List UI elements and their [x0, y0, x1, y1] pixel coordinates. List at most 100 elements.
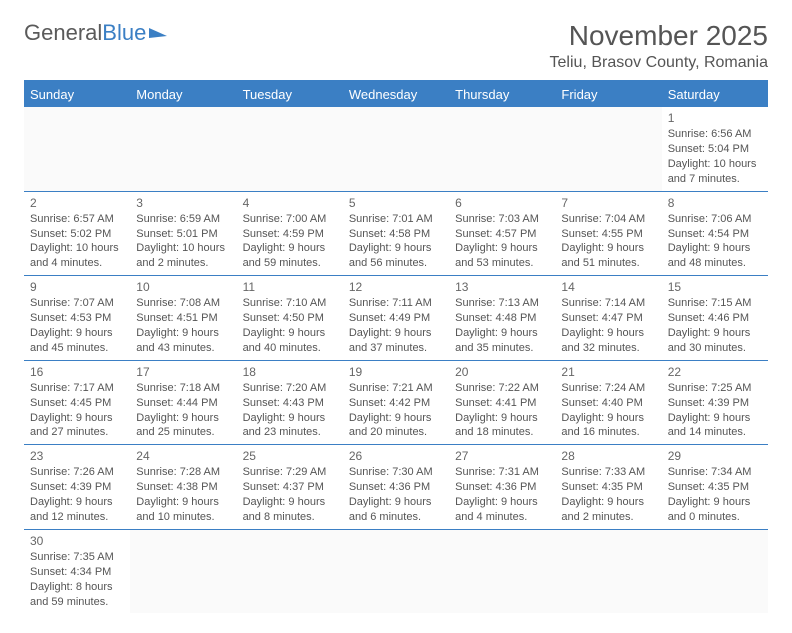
day-detail: Sunset: 4:49 PM: [349, 311, 443, 326]
day-detail: and 7 minutes.: [668, 172, 762, 187]
day-number: 10: [136, 279, 230, 295]
calendar-day-cell: [237, 529, 343, 613]
day-detail: and 45 minutes.: [30, 341, 124, 356]
day-detail: Daylight: 9 hours: [561, 326, 655, 341]
day-detail: Sunrise: 7:34 AM: [668, 465, 762, 480]
weekday-header: Wednesday: [343, 81, 449, 107]
calendar-day-cell: 27Sunrise: 7:31 AMSunset: 4:36 PMDayligh…: [449, 445, 555, 530]
day-number: 11: [243, 279, 337, 295]
day-detail: and 16 minutes.: [561, 425, 655, 440]
day-detail: and 8 minutes.: [243, 510, 337, 525]
day-number: 14: [561, 279, 655, 295]
calendar-day-cell: 9Sunrise: 7:07 AMSunset: 4:53 PMDaylight…: [24, 276, 130, 361]
calendar-day-cell: [449, 529, 555, 613]
day-detail: Sunset: 5:01 PM: [136, 227, 230, 242]
weekday-header: Tuesday: [237, 81, 343, 107]
day-detail: and 32 minutes.: [561, 341, 655, 356]
weekday-header-row: Sunday Monday Tuesday Wednesday Thursday…: [24, 81, 768, 107]
day-number: 26: [349, 448, 443, 464]
day-detail: and 51 minutes.: [561, 256, 655, 271]
day-detail: Daylight: 9 hours: [243, 241, 337, 256]
day-number: 1: [668, 110, 762, 126]
day-detail: Daylight: 9 hours: [349, 495, 443, 510]
weekday-header: Saturday: [662, 81, 768, 107]
day-detail: and 20 minutes.: [349, 425, 443, 440]
calendar-day-cell: [555, 107, 661, 191]
day-number: 23: [30, 448, 124, 464]
day-detail: Sunset: 4:47 PM: [561, 311, 655, 326]
day-number: 15: [668, 279, 762, 295]
calendar-week-row: 9Sunrise: 7:07 AMSunset: 4:53 PMDaylight…: [24, 276, 768, 361]
day-number: 21: [561, 364, 655, 380]
calendar-day-cell: [343, 529, 449, 613]
day-detail: Daylight: 9 hours: [561, 241, 655, 256]
day-detail: and 4 minutes.: [455, 510, 549, 525]
logo-text-2: Blue: [102, 20, 146, 46]
day-detail: Daylight: 9 hours: [243, 326, 337, 341]
day-detail: Sunset: 5:02 PM: [30, 227, 124, 242]
day-detail: Sunset: 4:44 PM: [136, 396, 230, 411]
day-detail: Sunrise: 7:08 AM: [136, 296, 230, 311]
day-detail: Sunrise: 7:30 AM: [349, 465, 443, 480]
day-detail: Sunset: 5:04 PM: [668, 142, 762, 157]
day-detail: Daylight: 9 hours: [349, 326, 443, 341]
day-detail: Sunset: 4:58 PM: [349, 227, 443, 242]
day-detail: Sunset: 4:37 PM: [243, 480, 337, 495]
day-detail: and 37 minutes.: [349, 341, 443, 356]
weekday-header: Friday: [555, 81, 661, 107]
calendar-day-cell: 11Sunrise: 7:10 AMSunset: 4:50 PMDayligh…: [237, 276, 343, 361]
day-number: 30: [30, 533, 124, 549]
day-detail: Daylight: 9 hours: [455, 241, 549, 256]
day-detail: Daylight: 9 hours: [668, 495, 762, 510]
title-block: November 2025 Teliu, Brasov County, Roma…: [550, 20, 768, 72]
weekday-header: Sunday: [24, 81, 130, 107]
day-detail: Sunset: 4:45 PM: [30, 396, 124, 411]
calendar-day-cell: 1Sunrise: 6:56 AMSunset: 5:04 PMDaylight…: [662, 107, 768, 191]
calendar-day-cell: 16Sunrise: 7:17 AMSunset: 4:45 PMDayligh…: [24, 360, 130, 445]
day-number: 28: [561, 448, 655, 464]
day-number: 27: [455, 448, 549, 464]
calendar-day-cell: 8Sunrise: 7:06 AMSunset: 4:54 PMDaylight…: [662, 191, 768, 276]
calendar-day-cell: 30Sunrise: 7:35 AMSunset: 4:34 PMDayligh…: [24, 529, 130, 613]
day-detail: Daylight: 9 hours: [561, 495, 655, 510]
day-detail: Daylight: 8 hours: [30, 580, 124, 595]
day-detail: Sunset: 4:53 PM: [30, 311, 124, 326]
calendar-body: 1Sunrise: 6:56 AMSunset: 5:04 PMDaylight…: [24, 107, 768, 613]
day-detail: Sunrise: 7:10 AM: [243, 296, 337, 311]
logo-text-1: General: [24, 20, 102, 46]
day-detail: Daylight: 9 hours: [243, 411, 337, 426]
calendar-day-cell: 29Sunrise: 7:34 AMSunset: 4:35 PMDayligh…: [662, 445, 768, 530]
day-detail: Daylight: 9 hours: [668, 411, 762, 426]
day-number: 9: [30, 279, 124, 295]
day-detail: and 2 minutes.: [561, 510, 655, 525]
day-detail: Sunrise: 6:57 AM: [30, 212, 124, 227]
day-detail: Sunset: 4:51 PM: [136, 311, 230, 326]
day-detail: Daylight: 9 hours: [349, 411, 443, 426]
day-number: 13: [455, 279, 549, 295]
day-number: 24: [136, 448, 230, 464]
day-detail: and 59 minutes.: [30, 595, 124, 610]
calendar-week-row: 1Sunrise: 6:56 AMSunset: 5:04 PMDaylight…: [24, 107, 768, 191]
day-detail: and 53 minutes.: [455, 256, 549, 271]
day-detail: Sunset: 4:48 PM: [455, 311, 549, 326]
day-detail: Sunrise: 7:22 AM: [455, 381, 549, 396]
calendar-day-cell: 7Sunrise: 7:04 AMSunset: 4:55 PMDaylight…: [555, 191, 661, 276]
calendar-day-cell: [24, 107, 130, 191]
day-detail: Sunrise: 7:06 AM: [668, 212, 762, 227]
day-detail: and 14 minutes.: [668, 425, 762, 440]
day-detail: and 12 minutes.: [30, 510, 124, 525]
calendar-day-cell: [130, 107, 236, 191]
day-detail: Sunrise: 7:04 AM: [561, 212, 655, 227]
day-detail: and 4 minutes.: [30, 256, 124, 271]
day-detail: and 48 minutes.: [668, 256, 762, 271]
day-detail: Daylight: 9 hours: [136, 495, 230, 510]
calendar-day-cell: 5Sunrise: 7:01 AMSunset: 4:58 PMDaylight…: [343, 191, 449, 276]
day-detail: Sunset: 4:34 PM: [30, 565, 124, 580]
calendar-day-cell: 10Sunrise: 7:08 AMSunset: 4:51 PMDayligh…: [130, 276, 236, 361]
day-number: 2: [30, 195, 124, 211]
logo: GeneralBlue: [24, 20, 167, 46]
calendar-week-row: 16Sunrise: 7:17 AMSunset: 4:45 PMDayligh…: [24, 360, 768, 445]
day-detail: Sunrise: 7:21 AM: [349, 381, 443, 396]
calendar-day-cell: 18Sunrise: 7:20 AMSunset: 4:43 PMDayligh…: [237, 360, 343, 445]
day-detail: and 25 minutes.: [136, 425, 230, 440]
